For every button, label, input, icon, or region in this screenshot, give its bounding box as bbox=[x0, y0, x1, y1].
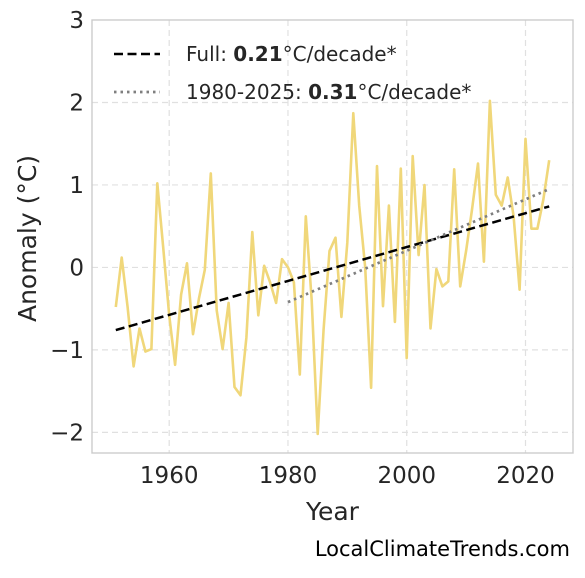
legend-entry-full: Full: 0.21°C/decade* bbox=[186, 42, 397, 66]
y-tick-label: −1 bbox=[50, 338, 84, 364]
y-tick-label: 1 bbox=[69, 173, 84, 199]
x-tick-label: 1960 bbox=[140, 463, 199, 489]
x-tick-label: 2020 bbox=[496, 463, 555, 489]
legend-full-suffix: °C/decade* bbox=[283, 42, 397, 66]
y-tick-label: 2 bbox=[69, 90, 84, 116]
x-tick-label: 2000 bbox=[377, 463, 436, 489]
series-lines bbox=[114, 99, 551, 436]
recent-trend-line bbox=[287, 187, 550, 304]
y-axis-label: Anomaly (°C) bbox=[13, 155, 42, 322]
y-tick-label: 0 bbox=[69, 255, 84, 281]
legend: Full: 0.21°C/decade* 1980-2025: 0.31°C/d… bbox=[114, 42, 471, 104]
y-tick-label: −2 bbox=[50, 420, 84, 446]
grid-lines bbox=[92, 20, 573, 453]
legend-recent-suffix: °C/decade* bbox=[357, 80, 471, 104]
legend-entry-recent: 1980-2025: 0.31°C/decade* bbox=[186, 80, 471, 104]
legend-full-prefix: Full: bbox=[186, 42, 233, 66]
y-tick-label: 3 bbox=[69, 8, 84, 34]
y-axis-ticks: −2 −1 0 1 2 3 bbox=[50, 8, 84, 446]
legend-recent-prefix: 1980-2025: bbox=[186, 80, 308, 104]
x-axis-label: Year bbox=[305, 497, 360, 526]
annual-anomaly-line bbox=[114, 99, 551, 436]
legend-recent-value: 0.31 bbox=[308, 80, 357, 104]
x-axis-ticks: 1960 1980 2000 2020 bbox=[140, 463, 555, 489]
x-tick-label: 1980 bbox=[259, 463, 318, 489]
site-watermark: LocalClimateTrends.com bbox=[314, 537, 570, 561]
plot-frame bbox=[91, 19, 574, 454]
legend-full-value: 0.21 bbox=[233, 42, 282, 66]
full-trend-line bbox=[115, 205, 550, 332]
